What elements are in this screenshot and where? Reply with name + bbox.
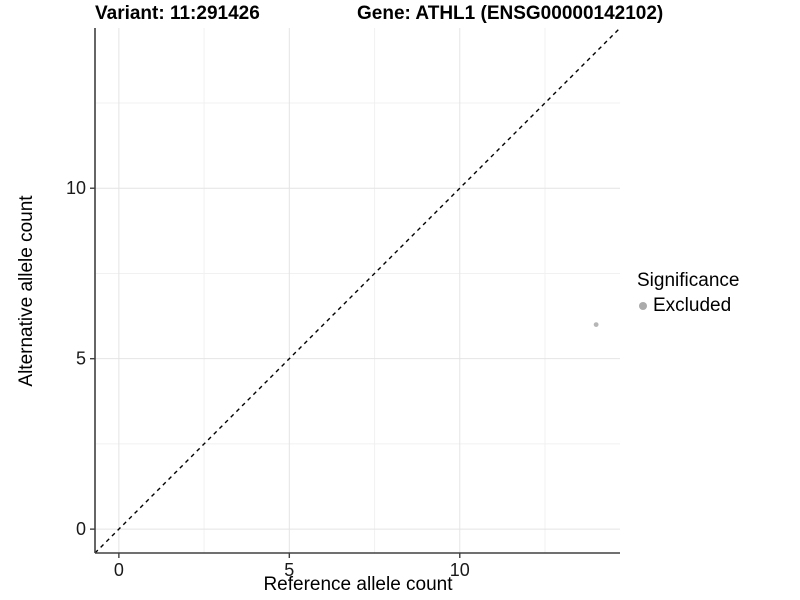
data-point bbox=[593, 322, 599, 327]
legend-point-icon bbox=[639, 302, 647, 310]
legend: Significance Excluded bbox=[637, 270, 739, 317]
x-tick-label: 10 bbox=[450, 560, 470, 580]
legend-item-label: Excluded bbox=[653, 295, 732, 316]
x-axis-title: Reference allele count bbox=[263, 574, 453, 595]
y-tick-label: 0 bbox=[76, 519, 86, 539]
legend-title: Significance bbox=[637, 270, 740, 291]
x-tick-label: 0 bbox=[114, 560, 124, 580]
legend-item-excluded: Excluded bbox=[637, 295, 739, 317]
x-tick-label: 5 bbox=[284, 560, 294, 580]
gene-title: Gene: ATHL1 (ENSG00000142102) bbox=[357, 3, 664, 24]
y-tick-label: 10 bbox=[66, 178, 86, 198]
identity-line bbox=[94, 27, 621, 554]
y-axis-title: Alternative allele count bbox=[16, 195, 37, 387]
y-tick-label: 5 bbox=[76, 349, 86, 369]
variant-title: Variant: 11:291426 bbox=[95, 3, 260, 24]
